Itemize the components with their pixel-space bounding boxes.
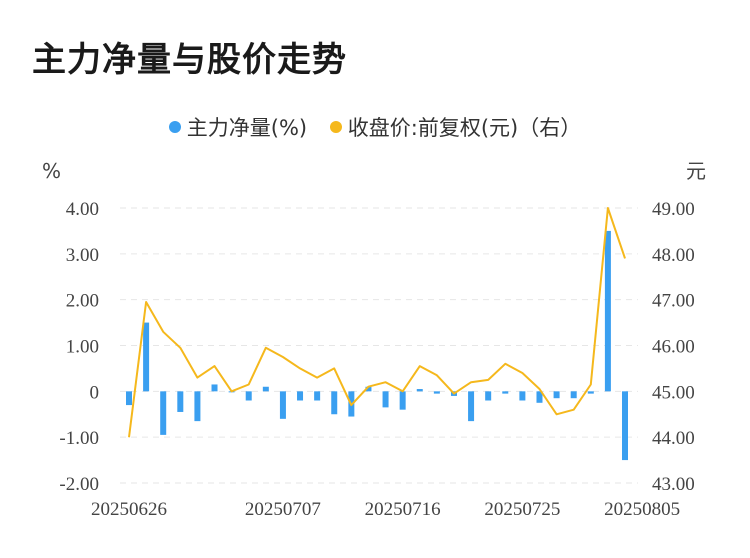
bar[interactable]	[553, 391, 560, 399]
x-tick-label: 20250805	[604, 499, 680, 520]
bar[interactable]	[399, 391, 406, 410]
bar[interactable]	[468, 391, 475, 422]
legend-item-close-price[interactable]: 收盘价:前复权(元)（右）	[329, 112, 582, 142]
legend-item-net-flow[interactable]: 主力净量(%)	[168, 112, 308, 142]
legend-label-net-flow: 主力净量(%)	[186, 116, 308, 140]
axis-labels: 4.00 3.00 2.00 1.00 0 -1.00 -2.00 49.00 48.00 47.…	[59, 199, 694, 520]
left-tick-label: 0	[90, 382, 100, 403]
bar[interactable]	[194, 391, 201, 422]
bar[interactable]	[416, 389, 423, 392]
x-tick-label: 20250707	[245, 499, 321, 520]
legend-label-close-price: 收盘价:前复权(元)（右）	[347, 116, 582, 140]
bar[interactable]	[433, 391, 440, 394]
right-tick-label: 44.00	[652, 428, 695, 449]
left-tick-label: -2.00	[59, 474, 99, 495]
bar[interactable]	[519, 391, 526, 401]
bar[interactable]	[382, 391, 389, 408]
bar[interactable]	[536, 391, 543, 403]
right-tick-label: 46.00	[652, 337, 695, 358]
legend-marker-close-price	[329, 121, 342, 133]
left-tick-label: -1.00	[59, 428, 99, 449]
close-price-line[interactable]	[128, 207, 626, 438]
chart-title: 主力净量与股价走势	[32, 40, 347, 80]
bar[interactable]	[331, 391, 338, 415]
left-tick-label: 1.00	[66, 337, 99, 358]
bar[interactable]	[502, 391, 509, 394]
right-tick-label: 49.00	[652, 199, 695, 220]
bar[interactable]	[622, 391, 628, 461]
right-axis-unit: 元	[686, 159, 706, 183]
legend-marker-net-flow	[168, 121, 181, 133]
gridlines	[120, 207, 638, 484]
x-tick-label: 20250725	[484, 499, 560, 520]
bar[interactable]	[485, 391, 492, 401]
bar[interactable]	[604, 230, 611, 392]
left-tick-label: 2.00	[66, 291, 99, 312]
right-tick-label: 43.00	[652, 474, 695, 495]
bar[interactable]	[177, 391, 184, 412]
right-tick-label: 48.00	[652, 245, 695, 266]
legend: 主力净量(%) 收盘价:前复权(元)（右）	[0, 112, 750, 142]
bar[interactable]	[262, 386, 269, 392]
bar[interactable]	[587, 391, 594, 394]
left-tick-label: 4.00	[66, 199, 99, 220]
bar[interactable]	[126, 391, 132, 406]
bar[interactable]	[570, 391, 577, 399]
bar[interactable]	[143, 322, 150, 392]
right-tick-label: 45.00	[652, 382, 695, 403]
bar[interactable]	[211, 384, 218, 392]
x-tick-label: 20250716	[365, 499, 441, 520]
bar[interactable]	[314, 391, 321, 401]
bar[interactable]	[279, 391, 286, 419]
left-tick-label: 3.00	[66, 245, 99, 266]
right-tick-label: 47.00	[652, 291, 695, 312]
bar[interactable]	[365, 386, 372, 392]
bar[interactable]	[245, 391, 252, 401]
line-series	[128, 207, 626, 438]
bar[interactable]	[160, 391, 167, 435]
left-axis-unit: %	[42, 159, 61, 183]
x-tick-label: 20250626	[91, 499, 167, 520]
bar[interactable]	[297, 391, 304, 401]
